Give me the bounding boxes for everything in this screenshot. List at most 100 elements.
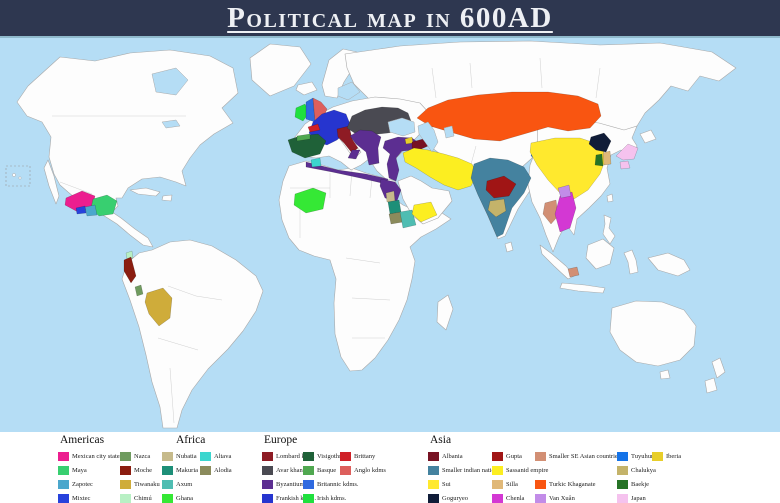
region-axum (399, 209, 417, 229)
region-van-xuan (557, 184, 572, 199)
landmass-java (559, 282, 606, 294)
legend-item: Tiwanaku (120, 477, 182, 491)
legend-color-swatch (58, 451, 69, 461)
legend-color-swatch (617, 493, 628, 503)
legend-label: Axum (176, 480, 193, 488)
landmass-baja (43, 159, 60, 205)
region-byzantium-anatolia (382, 136, 420, 182)
legend-item: Ghana (162, 491, 200, 503)
legend-color-swatch (492, 465, 503, 475)
legend-label: Frankish kdms. (276, 494, 317, 502)
legend-label: Van Xuân (549, 494, 575, 502)
region-smaller-se-sumatra (567, 266, 580, 278)
landmass-new-guinea (647, 252, 691, 277)
legend-label: Nubatia (176, 452, 197, 460)
legend-item: Visigoths (303, 449, 342, 463)
landmass-new-zealand-north (711, 357, 726, 379)
legend-color-swatch (162, 465, 173, 475)
region-chalukya (487, 198, 507, 218)
legend-color-swatch (120, 493, 131, 503)
landmass-borneo (585, 238, 615, 270)
legend-section-title: Africa (176, 434, 206, 446)
legend-label: Nazca (134, 452, 151, 460)
political-regions (64, 91, 639, 327)
legend-section-title: Americas (60, 434, 105, 446)
legend-color-swatch (262, 493, 273, 503)
legend-color-swatch (428, 451, 439, 461)
hawaii-inset (5, 165, 31, 187)
legend-label: Gupta (506, 452, 522, 460)
landmass-north-america (16, 49, 239, 248)
legend-label: Altava (214, 452, 232, 460)
legend-color-swatch (340, 451, 351, 461)
legend-label: Baekje (631, 480, 650, 488)
legend-color-swatch (262, 479, 273, 489)
legend-item: Smaller indian nations (428, 463, 501, 477)
legend-label: Anglo kdms (354, 466, 386, 474)
legend-item: Gupta (492, 449, 535, 463)
hawaii-inset-box (5, 165, 31, 187)
legend-item: Avar khan. (262, 463, 305, 477)
modern-borders (52, 57, 601, 424)
legend-item: Iberia (652, 449, 681, 463)
legend-color-swatch (58, 465, 69, 475)
legend-label: Britannic kdms. (317, 480, 359, 488)
legend-label: Makuria (176, 466, 199, 474)
legend-item: Mixtec (58, 491, 120, 503)
legend-label: Chimú (134, 494, 152, 502)
legend-label: Chenla (506, 494, 525, 502)
legend-section-title: Europe (264, 434, 298, 446)
region-japan-honshu (615, 143, 639, 161)
legend-item: Irish kdms. (303, 491, 346, 503)
legend-label: Smaller SE Asian countries (549, 452, 621, 460)
region-chenla (554, 191, 577, 233)
legend-item: Silla (492, 477, 535, 491)
region-nazca (134, 284, 144, 297)
region-makuria (387, 199, 402, 215)
legend-label: Silla (506, 480, 518, 488)
legend-item (535, 463, 617, 477)
legend-color-swatch (120, 451, 131, 461)
legend-color-swatch (58, 493, 69, 503)
region-tiwanaku (144, 287, 173, 327)
region-byzantium-sicily (347, 149, 361, 160)
legend-label: Basque (317, 466, 337, 474)
landmass-philippines (602, 214, 616, 245)
legend-color-swatch (262, 451, 273, 461)
legend-label: Irish kdms. (317, 494, 347, 502)
legend-section-africa: Africa Nubatia Makuria Axum Ghana Altava Alod… (162, 434, 238, 503)
region-basque (296, 133, 311, 142)
legend-item: Makuria (162, 463, 200, 477)
legend-item: Britannic kdms. (303, 477, 359, 491)
region-chimu (125, 250, 134, 260)
legend-color-swatch (340, 465, 351, 475)
legend-item: Goguryeo (428, 491, 492, 503)
legend-label: Avar khan. (276, 466, 305, 474)
aral-sea (443, 125, 455, 139)
legend-color-swatch (535, 451, 546, 461)
legend-label: Goguryeo (442, 494, 468, 502)
legend-color-swatch (303, 493, 314, 503)
legend-color-swatch (617, 451, 628, 461)
landmass-sri-lanka (504, 241, 514, 253)
caspian-sea (417, 121, 439, 153)
legend-color-swatch (492, 451, 503, 461)
world-map (0, 38, 780, 432)
legend-color-swatch (303, 479, 314, 489)
region-smaller-indian (470, 157, 532, 238)
legend-item: Chenla (492, 491, 535, 503)
landmass-south-america (121, 239, 264, 429)
legend-item: Alodia (200, 463, 238, 477)
legend-color-swatch (303, 451, 314, 461)
legend-color-swatch (492, 479, 503, 489)
legend-item: Van Xuân (535, 491, 617, 503)
page-title: Political map in 600AD (227, 1, 553, 34)
legend-item: Albania (428, 449, 492, 463)
legend-label: Byzantium (276, 480, 305, 488)
legend-item: Zapotec (58, 477, 120, 491)
map-legend: Americas Mexican city states Maya Zapotec M… (0, 432, 780, 503)
legend-color-swatch (303, 465, 314, 475)
landmass-madagascar (436, 294, 454, 331)
legend-color-swatch (162, 479, 173, 489)
legend-color-swatch (428, 493, 439, 503)
